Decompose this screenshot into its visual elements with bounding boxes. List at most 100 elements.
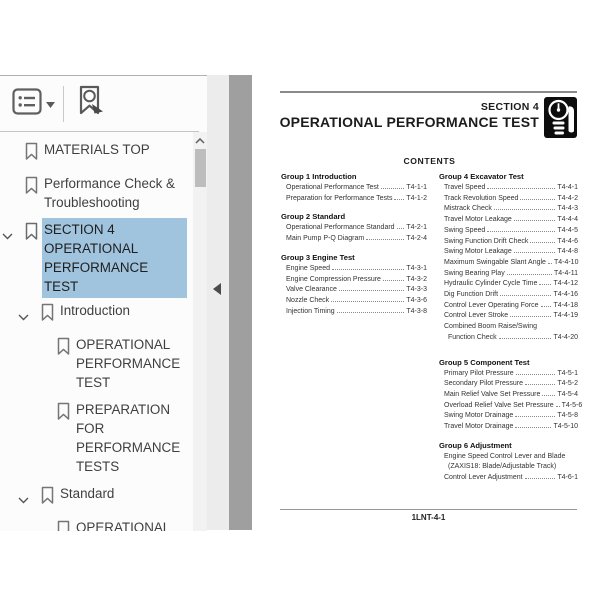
toc-entry[interactable]: Main Relief Valve Set Pressure T4-5-4 xyxy=(444,390,578,398)
expander-spacer xyxy=(2,140,24,146)
document-page: SECTION 4 OPERATIONAL PERFORMANCE TEST C… xyxy=(252,75,600,530)
scroll-up-arrow-icon[interactable] xyxy=(193,135,207,147)
bookmarks-tree: MATERIALS TOP Performance Check & Troubl… xyxy=(0,133,193,531)
toc-entry[interactable]: Track Revolution Speed T4-4-2 xyxy=(444,194,578,202)
bookmark-label: OPERATIONAL PERFORMANCE xyxy=(76,520,170,531)
bookmark-icon xyxy=(24,140,44,166)
bookmark-options-list-icon xyxy=(12,87,42,120)
toc-entry[interactable]: Travel Speed T4-4-1 xyxy=(444,184,578,191)
toc-entry[interactable]: Function Check T4-4-20 xyxy=(448,333,578,341)
toc-entry[interactable]: Valve Clearance T4-3-3 xyxy=(286,286,427,294)
find-current-bookmark-button[interactable] xyxy=(72,81,108,127)
bookmarks-panel: MATERIALS TOP Performance Check & Troubl… xyxy=(0,75,207,531)
toc-entry[interactable]: Operational Performance Test T4-1-1 xyxy=(286,184,427,191)
contents-heading: CONTENTS xyxy=(403,156,456,166)
footer-rule xyxy=(280,509,577,510)
bookmark-options-button[interactable] xyxy=(8,84,59,124)
bookmark-icon xyxy=(56,335,76,361)
bookmark-label: Introduction xyxy=(60,303,130,318)
toc-entry[interactable]: Overload Relief Valve Set Pressure T4-5-6 xyxy=(444,401,583,409)
toc-entry[interactable]: Travel Motor Leakage T4-4-4 xyxy=(444,216,578,224)
toc-entry[interactable]: Operational Performance Standard T4-2-1 xyxy=(286,224,427,232)
collapse-chevron-icon[interactable] xyxy=(2,220,24,245)
collapse-chevron-icon[interactable] xyxy=(18,484,40,509)
toc-entry[interactable]: Secondary Pilot Pressure T4-5-2 xyxy=(444,380,578,388)
toc-entry[interactable]: Swing Motor Leakage T4-4-8 xyxy=(444,248,578,256)
toc-group-6: Group 6 Adjustment Engine Speed Control … xyxy=(439,441,578,484)
bookmark-item-section4[interactable]: SECTION 4 OPERATIONAL PERFORMANCE TEST xyxy=(0,220,193,296)
contents-column-right: Group 4 Excavator Test Travel Speed T4-4-… xyxy=(439,172,583,492)
toc-entry[interactable]: Dig Function Drift T4-4-16 xyxy=(444,291,578,299)
bookmark-item-introduction[interactable]: Introduction xyxy=(0,301,193,327)
collapse-chevron-icon[interactable] xyxy=(18,301,40,326)
bookmark-item-performance-check[interactable]: Performance Check & Troubleshooting xyxy=(0,174,193,212)
toc-group-heading: Group 6 Adjustment xyxy=(439,440,512,450)
chevron-down-icon xyxy=(46,95,55,113)
toc-entry[interactable]: Control Lever Adjustment T4-6-1 xyxy=(444,474,578,482)
bookmark-item-preparation-for-performance-tests[interactable]: PREPARATION FOR PERFORMANCE TESTS xyxy=(0,400,193,476)
bookmark-label: OPERATIONAL PERFORMANCE TEST xyxy=(76,337,181,390)
bookmark-item-standard[interactable]: Standard xyxy=(0,484,193,510)
contents-column-left: Group 1 Introduction Operational Perform… xyxy=(281,172,427,492)
document-background xyxy=(229,75,252,530)
bookmark-label-selected: SECTION 4 OPERATIONAL PERFORMANCE TEST xyxy=(44,220,185,296)
toc-group-1: Group 1 Introduction Operational Perform… xyxy=(281,172,427,204)
bookmark-label: PREPARATION FOR PERFORMANCE TESTS xyxy=(76,402,181,474)
toc-entry[interactable]: Preparation for Performance Tests T4-1-2 xyxy=(286,194,427,202)
page-header: SECTION 4 OPERATIONAL PERFORMANCE TEST xyxy=(280,97,577,143)
toc-entry[interactable]: Primary Pilot Pressure T4-5-1 xyxy=(444,369,578,377)
toc-entry[interactable]: Combined Boom Raise/Swing xyxy=(444,323,537,331)
bookmark-icon xyxy=(56,400,76,426)
bookmark-icon xyxy=(40,484,60,510)
toc-entry[interactable]: Swing Function Drift Check T4-4-6 xyxy=(444,237,578,245)
toolbar-divider xyxy=(63,85,64,122)
toc-entry[interactable]: Swing Motor Drainage T4-5-8 xyxy=(444,412,578,420)
sidebar-scrollbar[interactable] xyxy=(193,132,207,531)
header-rule xyxy=(280,91,577,93)
collapse-panel-icon[interactable] xyxy=(213,283,221,295)
toc-entry[interactable]: Main Pump P-Q Diagram T4-2-4 xyxy=(286,235,427,243)
bookmarks-toolbar xyxy=(0,76,199,132)
toc-entry[interactable]: Control Lever Operating Force T4-4-18 xyxy=(444,301,578,309)
toc-group-3: Group 3 Engine Test Engine Speed T4-3-1 E… xyxy=(281,253,427,318)
pressure-gauge-hand-icon xyxy=(544,97,577,143)
toc-group-2: Group 2 Standard Operational Performance… xyxy=(281,212,427,244)
toc-group-heading: Group 2 Standard xyxy=(281,212,346,222)
toc-group-5: Group 5 Component Test Primary Pilot Pre… xyxy=(439,357,583,433)
contents-columns: Group 1 Introduction Operational Perform… xyxy=(281,172,583,492)
bookmark-icon xyxy=(40,301,60,327)
toc-group-heading: Group 5 Component Test xyxy=(439,357,530,367)
toc-entry[interactable]: Mistrack Check T4-4-3 xyxy=(444,205,578,213)
bookmark-item-operational-performance-test[interactable]: OPERATIONAL PERFORMANCE TEST xyxy=(0,335,193,392)
toc-entry[interactable]: Engine Compression Pressure T4-3-2 xyxy=(286,275,427,283)
bookmark-label: MATERIALS TOP xyxy=(44,142,150,157)
find-current-bookmark-icon xyxy=(76,85,104,123)
toc-entry[interactable]: (ZAXIS18: Blade/Adjustable Track) xyxy=(448,463,557,471)
toc-entry[interactable]: Injection Timing T4-3-8 xyxy=(286,307,427,315)
toc-entry[interactable]: Hydraulic Cylinder Cycle Time T4-4-12 xyxy=(444,280,578,288)
toc-entry[interactable]: Engine Speed T4-3-1 xyxy=(286,264,427,272)
toc-entry[interactable]: Swing Speed T4-4-5 xyxy=(444,226,578,234)
toc-entry[interactable]: Swing Bearing Play T4-4-11 xyxy=(444,269,578,277)
toc-group-heading: Group 3 Engine Test xyxy=(281,252,355,262)
section-label: SECTION 4 xyxy=(480,101,539,113)
page-title: OPERATIONAL PERFORMANCE TEST xyxy=(279,114,539,130)
toc-group-heading: Group 1 Introduction xyxy=(281,172,357,181)
panel-collapse-gutter[interactable] xyxy=(207,75,229,530)
bookmark-icon xyxy=(56,518,76,531)
toc-entry[interactable]: Nozzle Check T4-3-6 xyxy=(286,296,427,304)
toc-entry[interactable]: Maximum Swingable Slant Angle T4-4-10 xyxy=(444,258,579,266)
bookmark-label: Performance Check & Troubleshooting xyxy=(44,176,175,210)
pdf-viewer-window: MATERIALS TOP Performance Check & Troubl… xyxy=(0,75,600,531)
bookmark-label: Standard xyxy=(60,486,115,501)
toc-entry[interactable]: Travel Motor Drainage T4-5-10 xyxy=(444,423,578,431)
scrollbar-thumb[interactable] xyxy=(194,149,206,187)
page-number: 1LNT-4-1 xyxy=(411,513,446,522)
toc-entry[interactable]: Engine Speed Control Lever and Blade xyxy=(444,452,566,460)
bookmark-item-operational-performance-standard[interactable]: OPERATIONAL PERFORMANCE xyxy=(0,518,193,531)
bookmark-item-materials-top[interactable]: MATERIALS TOP xyxy=(0,140,193,166)
toc-group-heading: Group 4 Excavator Test xyxy=(439,172,524,181)
toc-entry[interactable]: Control Lever Stroke T4-4-19 xyxy=(444,312,578,320)
expander-spacer xyxy=(2,174,24,180)
toc-group-4: Group 4 Excavator Test Travel Speed T4-4-… xyxy=(439,172,578,344)
